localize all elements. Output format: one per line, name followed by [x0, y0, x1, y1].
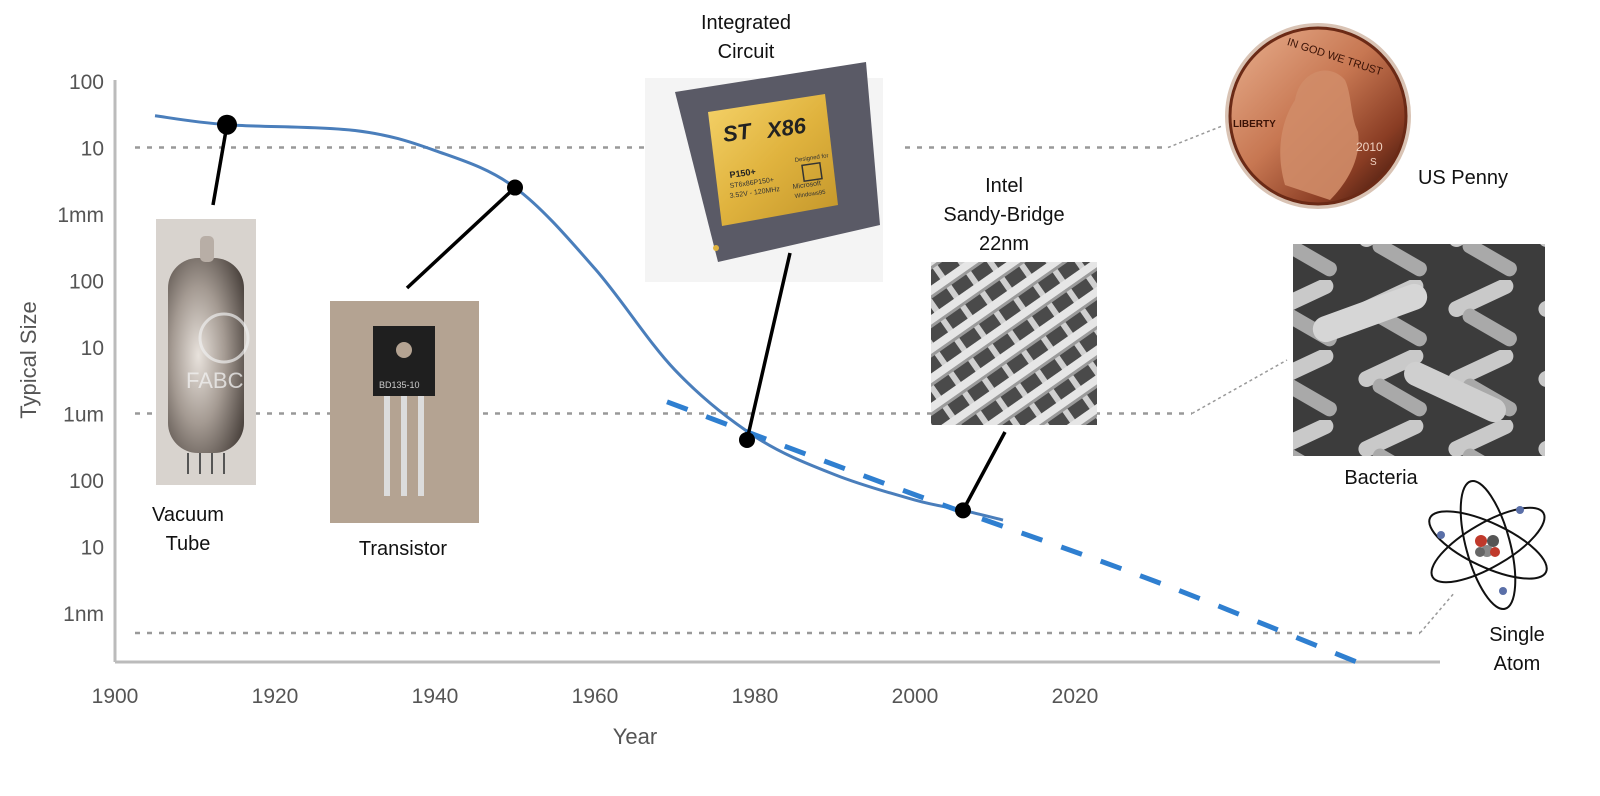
y-tick-label: 1um	[63, 404, 104, 427]
data-point-marker	[217, 114, 237, 135]
y-tick-label: 1mm	[57, 204, 104, 227]
data-markers	[211, 114, 1007, 519]
x-axis-title: Year	[613, 724, 657, 749]
x-tick-label: 1980	[732, 685, 779, 708]
reference-leader	[1191, 359, 1288, 415]
marker-leader	[211, 124, 229, 206]
y-tick-label: 1nm	[63, 603, 104, 626]
integrated-circuit-photo: ST X86 P150+ ST6x86P150+ 3.52V - 120MHz …	[645, 62, 883, 282]
penny-mint-text: S	[1370, 157, 1377, 168]
bacteria-photo	[1293, 244, 1545, 456]
sandy-bridge-photo	[931, 262, 1097, 425]
reference-label: Atom	[1494, 653, 1541, 675]
reference-label: Bacteria	[1344, 467, 1418, 489]
y-axis-title: Typical Size	[16, 301, 41, 418]
reference-label: US Penny	[1418, 167, 1508, 189]
chip-line1-text: P150+	[729, 166, 756, 180]
y-tick-label: 10	[81, 138, 104, 161]
transistor-part-text: BD135-10	[379, 380, 420, 390]
penny-year-text: 2010	[1356, 140, 1383, 154]
y-tick-label: 100	[69, 271, 104, 294]
data-point-marker	[507, 179, 523, 196]
y-tick-labels: 100 10 1mm 100 10 1um 100 10 1nm	[57, 71, 104, 626]
data-series	[154, 114, 1372, 671]
annotation-labels: Vacuum Tube Transistor Integrated Circuit Int…	[152, 12, 1545, 675]
y-tick-label: 10	[81, 537, 104, 560]
marker-label: Integrated	[701, 12, 791, 34]
x-tick-label: 1940	[412, 685, 459, 708]
marker-label: Transistor	[359, 538, 448, 560]
chip-model-text: X86	[763, 113, 808, 144]
vacuum-tube-photo: FABC	[156, 219, 256, 485]
x-tick-label: 1920	[252, 685, 299, 708]
x-tick-label: 2000	[892, 685, 939, 708]
reference-lines	[135, 125, 1456, 635]
x-tick-labels: 1900 1920 1940 1960 1980 2000 2020	[92, 685, 1099, 708]
chip-ms2-text: Microsoft	[792, 180, 821, 191]
chip-brand-text: ST	[721, 118, 754, 147]
marker-label: Tube	[166, 533, 211, 555]
chip-ms3-text: Windows95	[794, 190, 826, 200]
marker-leader	[745, 252, 792, 441]
us-penny-photo: IN GOD WE TRUST LIBERTY 2010 S	[1225, 23, 1411, 209]
y-tick-label: 10	[81, 337, 104, 360]
chip-ms1-text: Designed for	[794, 153, 829, 164]
marker-label: Intel	[985, 175, 1023, 197]
marker-label: Vacuum	[152, 504, 224, 526]
reference-leader	[1419, 591, 1456, 634]
penny-liberty-text: LIBERTY	[1233, 119, 1276, 130]
marker-label: Sandy-Bridge	[943, 204, 1064, 226]
marker-leader	[961, 431, 1007, 512]
data-point-marker	[739, 431, 755, 448]
x-tick-label: 1900	[92, 685, 139, 708]
size-curve	[154, 114, 1004, 522]
x-tick-label: 2020	[1052, 685, 1099, 708]
x-tick-label: 1960	[572, 685, 619, 708]
marker-label: Circuit	[718, 41, 775, 63]
y-tick-label: 100	[69, 470, 104, 493]
data-point-marker	[955, 502, 971, 519]
marker-label: 22nm	[979, 233, 1029, 255]
atom-illustration	[1428, 479, 1548, 611]
y-tick-label: 100	[69, 71, 104, 94]
tube-brand-text: FABC	[186, 368, 244, 393]
reference-leader	[1167, 125, 1223, 149]
reference-label: Single	[1489, 624, 1545, 646]
transistor-photo: BD135-10	[330, 301, 479, 523]
marker-leader	[405, 186, 517, 290]
projection-line	[666, 399, 1372, 671]
